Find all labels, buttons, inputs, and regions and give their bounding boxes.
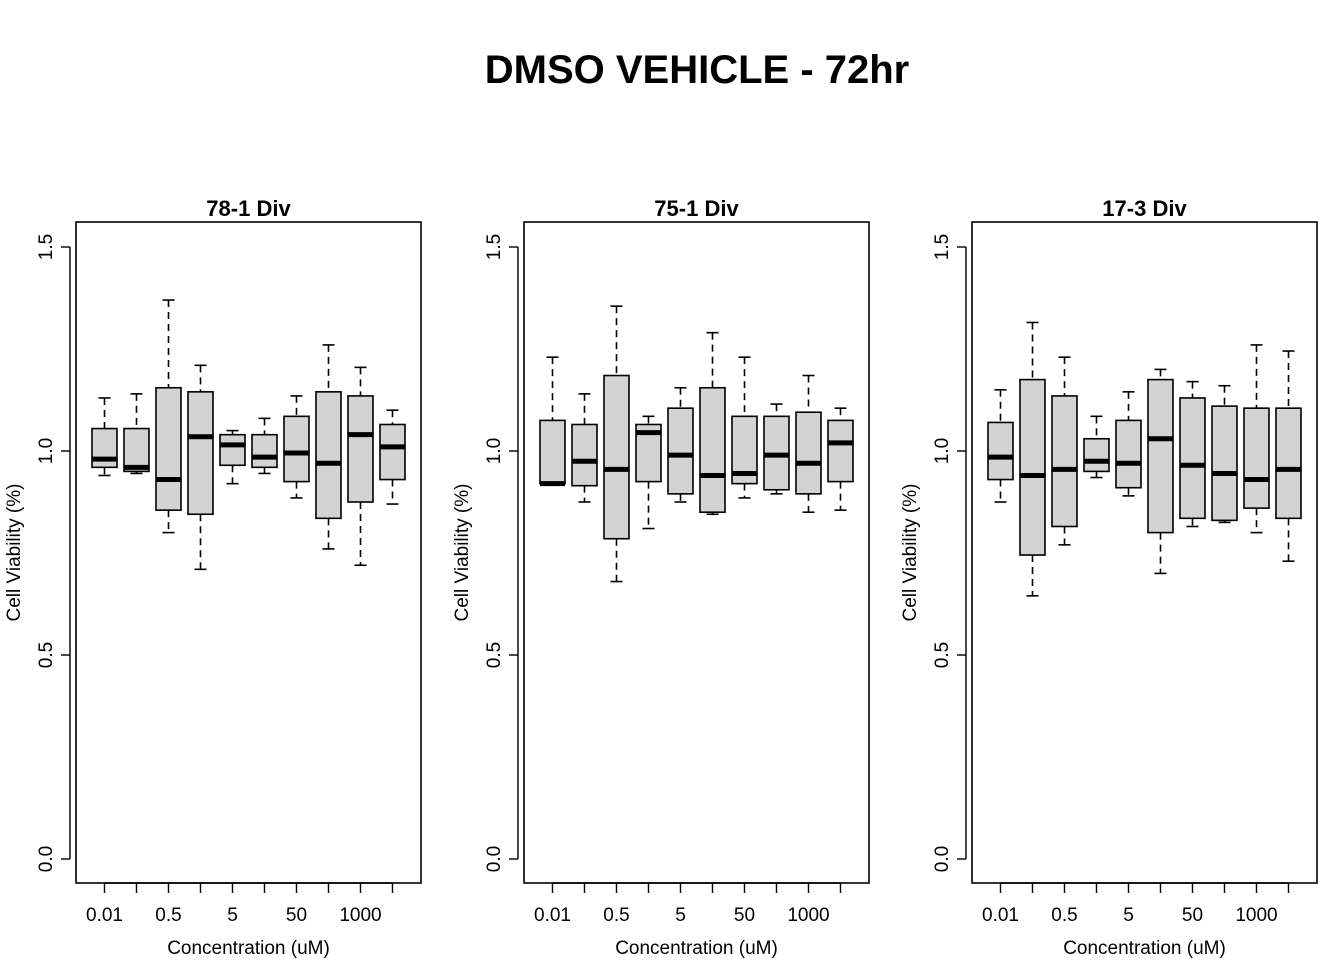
y-tick-label: 1.0	[484, 438, 505, 464]
y-tick-label: 1.0	[36, 438, 57, 464]
plot-frame	[523, 221, 870, 884]
box-7	[283, 395, 310, 499]
iqr-box	[315, 391, 342, 520]
box-9	[1243, 344, 1270, 534]
box-3	[603, 305, 630, 583]
box-9	[347, 366, 374, 567]
box-3	[155, 299, 182, 534]
y-tick-label: 0.0	[484, 846, 505, 872]
iqr-box	[795, 411, 822, 495]
panel-1: 78-1 Div 0.0 0.5 1.0 1.5 Cell Viability (%) 0.…	[4, 196, 422, 959]
iqr-box	[123, 427, 150, 473]
x-axis-label: Concentration (uM)	[615, 938, 778, 959]
box-5	[667, 386, 694, 503]
x-axis-label: Concentration (uM)	[167, 938, 330, 959]
iqr-box	[1083, 437, 1110, 473]
iqr-box	[539, 419, 566, 485]
x-tick-label: 0.01	[982, 905, 1019, 926]
y-axis-label: Cell Viability (%)	[900, 484, 921, 622]
box-8	[315, 344, 342, 550]
y-axis-label: Cell Viability (%)	[452, 484, 473, 622]
box-4	[635, 415, 662, 530]
x-tick-label: 1000	[339, 905, 381, 926]
iqr-box	[1147, 378, 1174, 534]
x-tick-label: 50	[734, 905, 755, 926]
panel-2: 75-1 Div 0.0 0.5 1.0 1.5 Cell Viability (%) 0.…	[452, 196, 870, 959]
y-tick-label: 1.5	[932, 234, 953, 260]
x-axis-label: Concentration (uM)	[1063, 938, 1226, 959]
iqr-box	[571, 423, 598, 487]
iqr-box	[187, 391, 214, 516]
box-7	[1179, 380, 1206, 528]
box-5	[219, 429, 246, 485]
box-10	[379, 409, 406, 505]
iqr-box	[1243, 407, 1270, 509]
x-tick-label: 0.01	[534, 905, 571, 926]
box-10	[827, 407, 854, 511]
iqr-box	[667, 407, 694, 495]
x-tick-label: 50	[1182, 905, 1203, 926]
iqr-box	[251, 433, 278, 469]
iqr-box	[699, 386, 726, 514]
box-10	[1275, 350, 1302, 562]
x-tick-label: 0.5	[155, 905, 181, 926]
box-4	[187, 364, 214, 571]
x-tick-label: 5	[227, 905, 238, 926]
figure-title: DMSO VEHICLE - 72hr	[484, 48, 910, 92]
box-8	[1211, 384, 1238, 524]
iqr-box	[219, 433, 246, 467]
x-tick-label: 1000	[1235, 905, 1277, 926]
iqr-box	[1115, 419, 1142, 489]
panel-title: 75-1 Div	[654, 196, 739, 221]
iqr-box	[987, 421, 1014, 481]
iqr-box	[1019, 378, 1046, 556]
x-tick-label: 5	[1123, 905, 1134, 926]
box-6	[699, 331, 726, 516]
x-tick-label: 0.01	[86, 905, 123, 926]
y-tick-label: 0.5	[932, 642, 953, 668]
iqr-box	[603, 374, 630, 540]
iqr-box	[1211, 405, 1238, 522]
iqr-box	[347, 395, 374, 503]
box-5	[1115, 391, 1142, 497]
box-1	[987, 388, 1014, 503]
y-tick-label: 1.0	[932, 438, 953, 464]
iqr-box	[1275, 407, 1302, 520]
y-tick-label: 0.0	[36, 846, 57, 872]
iqr-box	[1179, 397, 1206, 520]
y-tick-label: 0.5	[484, 642, 505, 668]
x-tick-label: 5	[675, 905, 686, 926]
box-1	[91, 397, 118, 477]
x-tick-label: 0.5	[603, 905, 629, 926]
y-tick-label: 0.0	[932, 846, 953, 872]
y-axis-label: Cell Viability (%)	[4, 484, 25, 622]
x-tick-label: 0.5	[1051, 905, 1077, 926]
panel-title: 78-1 Div	[206, 196, 291, 221]
plot-frame	[75, 221, 422, 884]
box-3	[1051, 356, 1078, 546]
iqr-box	[155, 386, 182, 511]
x-tick-label: 50	[286, 905, 307, 926]
box-2	[571, 393, 598, 503]
panel-title: 17-3 Div	[1102, 196, 1187, 221]
box-2	[123, 393, 150, 475]
box-2	[1019, 321, 1046, 597]
panel-3: 17-3 Div 0.0 0.5 1.0 1.5 Cell Viability (%) 0.…	[900, 196, 1318, 959]
y-tick-label: 0.5	[36, 642, 57, 668]
y-tick-label: 1.5	[484, 234, 505, 260]
box-6	[1147, 368, 1174, 575]
iqr-box	[283, 415, 310, 483]
iqr-box	[1051, 395, 1078, 528]
box-4	[1083, 415, 1110, 479]
iqr-box	[379, 423, 406, 481]
box-9	[795, 374, 822, 514]
iqr-box	[827, 419, 854, 483]
box-8	[763, 403, 790, 495]
box-1	[539, 356, 566, 487]
y-tick-label: 1.5	[36, 234, 57, 260]
x-tick-label: 1000	[787, 905, 829, 926]
box-6	[251, 417, 278, 475]
box-7	[731, 356, 758, 499]
